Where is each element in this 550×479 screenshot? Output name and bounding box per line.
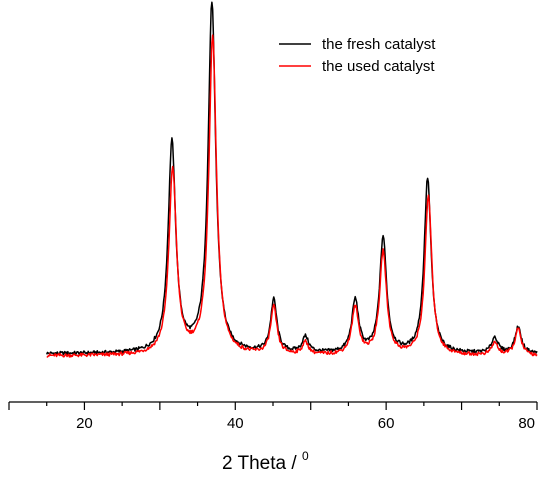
legend-label: the used catalyst [322,58,435,75]
x-tick-label: 60 [378,415,395,432]
x-tick-label: 20 [76,415,93,432]
legend: the fresh catalyst the used catalyst [279,36,436,75]
series-layer [46,1,538,358]
series-line-used [46,34,538,358]
x-tick-label: 40 [227,415,244,432]
x-tick-label: 80 [518,415,535,432]
series-line-fresh [46,1,538,356]
x-axis-title: 2 Theta / 0 [222,449,309,474]
x-axis-title-superscript: 0 [302,449,309,463]
x-axis-ticks: 20 40 60 80 [8,402,538,432]
legend-label: the fresh catalyst [322,36,436,53]
